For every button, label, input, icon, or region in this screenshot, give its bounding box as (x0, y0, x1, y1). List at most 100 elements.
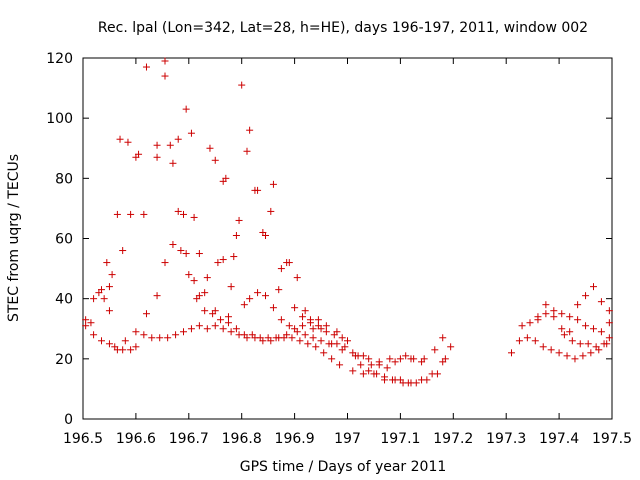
data-point (161, 72, 169, 80)
data-point (587, 349, 595, 357)
data-point (439, 334, 447, 342)
data-point (354, 352, 362, 360)
data-point (574, 316, 582, 324)
x-tick-label: 196.9 (275, 431, 315, 447)
data-point (211, 156, 219, 164)
data-point (235, 216, 243, 224)
data-point (127, 346, 135, 354)
data-point (105, 283, 113, 291)
data-point (153, 292, 161, 300)
y-axis-label: STEC from uqrg / TECUs (6, 154, 22, 322)
data-point (82, 316, 90, 324)
data-point (232, 231, 240, 239)
data-point (396, 355, 404, 363)
data-point (142, 310, 150, 318)
data-point (142, 63, 150, 71)
data-point (526, 319, 534, 327)
data-point (224, 313, 232, 321)
data-point (269, 180, 277, 188)
data-point (582, 292, 590, 300)
x-tick-label: 197.4 (539, 431, 579, 447)
data-point (568, 337, 576, 345)
data-point (555, 349, 563, 357)
data-point (219, 256, 227, 264)
data-point (201, 289, 209, 297)
plot-border (82, 57, 613, 420)
data-point (82, 322, 90, 330)
data-point (238, 81, 246, 89)
data-point (153, 153, 161, 161)
data-point (542, 310, 550, 318)
data-point (365, 355, 373, 363)
data-point (116, 135, 124, 143)
data-point (195, 292, 203, 300)
data-point (309, 325, 317, 333)
data-point (280, 334, 288, 342)
data-points (82, 57, 613, 387)
data-point (161, 57, 169, 65)
x-tick-label: 197.1 (380, 431, 420, 447)
data-point (518, 322, 526, 330)
data-point (428, 370, 436, 378)
x-tick-label: 197.3 (486, 431, 526, 447)
data-point (402, 352, 410, 360)
data-point (391, 358, 399, 366)
data-point (312, 343, 320, 351)
data-point (164, 334, 172, 342)
data-point (304, 340, 312, 348)
data-point (375, 358, 383, 366)
data-point (113, 210, 121, 218)
data-point (195, 250, 203, 258)
data-point (172, 331, 180, 339)
data-point (132, 343, 140, 351)
data-point (563, 352, 571, 360)
data-point (288, 334, 296, 342)
y-tick-label: 0 (64, 412, 73, 428)
data-point (314, 316, 322, 324)
chart-title: Rec. lpal (Lon=342, Lat=28, h=HE), days … (98, 20, 588, 36)
x-tick-label: 196.5 (63, 431, 103, 447)
data-point (293, 274, 301, 282)
data-point (507, 349, 515, 357)
data-point (124, 138, 132, 146)
data-point (185, 271, 193, 279)
data-point (219, 325, 227, 333)
data-point (571, 355, 579, 363)
x-tick-label: 197.5 (592, 431, 632, 447)
data-point (605, 334, 613, 342)
data-point (317, 337, 325, 345)
y-tick-label: 100 (46, 111, 73, 127)
data-point (256, 334, 264, 342)
data-point (211, 322, 219, 330)
data-point (201, 307, 209, 315)
data-point (349, 367, 357, 375)
data-point (90, 331, 98, 339)
data-point (283, 259, 291, 267)
data-point (317, 325, 325, 333)
data-point (566, 313, 574, 321)
data-point (418, 358, 426, 366)
data-point (169, 241, 177, 249)
data-point (227, 328, 235, 336)
data-point (87, 319, 95, 327)
data-point (447, 343, 455, 351)
data-point (542, 301, 550, 309)
data-point (262, 292, 270, 300)
data-point (246, 126, 254, 134)
data-point (277, 265, 285, 273)
x-tick-label: 196.8 (222, 431, 262, 447)
y-tick-label: 60 (55, 232, 73, 248)
data-point (418, 376, 426, 384)
data-point (180, 328, 188, 336)
data-point (103, 259, 111, 267)
data-point (320, 349, 328, 357)
data-point (169, 159, 177, 167)
data-point (605, 319, 613, 327)
data-point (597, 298, 605, 306)
data-point (299, 322, 307, 330)
data-point (108, 271, 116, 279)
data-point (98, 337, 106, 345)
data-point (301, 307, 309, 315)
data-point (269, 304, 277, 312)
data-point (267, 207, 275, 215)
